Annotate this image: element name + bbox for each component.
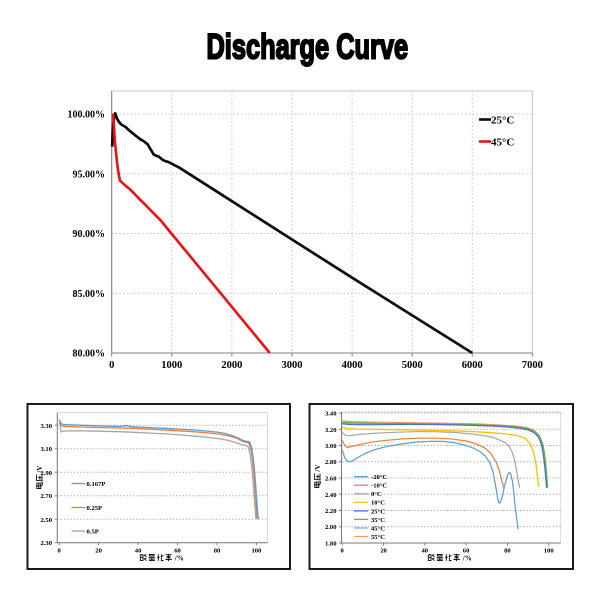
svg-text:40: 40 bbox=[135, 548, 142, 555]
svg-text:/%: /% bbox=[174, 554, 184, 562]
svg-text:2.30: 2.30 bbox=[40, 540, 52, 547]
svg-text:3000: 3000 bbox=[282, 360, 303, 371]
svg-text:3.30: 3.30 bbox=[40, 423, 52, 430]
svg-text:/%: /% bbox=[462, 554, 472, 562]
svg-text:3.00: 3.00 bbox=[325, 443, 337, 450]
svg-text:5000: 5000 bbox=[402, 360, 423, 371]
svg-text:Discharge Curve: Discharge Curve bbox=[206, 26, 408, 66]
svg-text:95.00%: 95.00% bbox=[73, 169, 106, 180]
svg-text:2.70: 2.70 bbox=[40, 493, 52, 500]
svg-text:2.90: 2.90 bbox=[40, 470, 52, 477]
svg-text:25°C: 25°C bbox=[371, 508, 385, 515]
svg-text:20: 20 bbox=[95, 548, 102, 555]
svg-text:0.167P: 0.167P bbox=[87, 481, 106, 488]
svg-text:0.25P: 0.25P bbox=[87, 505, 103, 512]
svg-text:35°C: 35°C bbox=[371, 517, 385, 524]
svg-text:0: 0 bbox=[109, 360, 114, 371]
svg-text:2000: 2000 bbox=[221, 360, 242, 371]
svg-text:2.60: 2.60 bbox=[325, 476, 337, 483]
svg-text:100: 100 bbox=[251, 548, 262, 555]
svg-text:40: 40 bbox=[422, 548, 429, 555]
svg-text:0: 0 bbox=[58, 548, 62, 555]
svg-text:2.20: 2.20 bbox=[325, 508, 337, 515]
svg-text:/V: /V bbox=[36, 466, 44, 474]
svg-text:20: 20 bbox=[380, 548, 387, 555]
svg-text:0.5P: 0.5P bbox=[87, 529, 99, 536]
svg-text:4000: 4000 bbox=[342, 360, 363, 371]
svg-text:3.20: 3.20 bbox=[325, 427, 337, 434]
svg-text:1000: 1000 bbox=[161, 360, 182, 371]
svg-text:7000: 7000 bbox=[522, 360, 543, 371]
svg-text:/V: /V bbox=[314, 465, 322, 473]
svg-text:0: 0 bbox=[341, 548, 345, 555]
svg-text:10°C: 10°C bbox=[371, 500, 385, 507]
svg-text:0°C: 0°C bbox=[371, 491, 382, 498]
svg-text:80.00%: 80.00% bbox=[73, 349, 106, 360]
svg-text:60: 60 bbox=[174, 548, 181, 555]
svg-text:6000: 6000 bbox=[462, 360, 483, 371]
svg-text:80: 80 bbox=[214, 548, 221, 555]
svg-text:-20°C: -20°C bbox=[371, 474, 387, 481]
svg-text:60: 60 bbox=[463, 548, 470, 555]
svg-text:45°C: 45°C bbox=[371, 525, 385, 532]
svg-text:85.00%: 85.00% bbox=[73, 289, 106, 300]
svg-text:1.80: 1.80 bbox=[325, 541, 337, 548]
svg-text:100.00%: 100.00% bbox=[68, 110, 106, 121]
svg-text:25°C: 25°C bbox=[491, 115, 514, 127]
svg-text:2.00: 2.00 bbox=[325, 524, 337, 531]
svg-text:3.40: 3.40 bbox=[325, 411, 337, 418]
svg-text:100: 100 bbox=[544, 548, 555, 555]
svg-text:2.40: 2.40 bbox=[325, 492, 337, 499]
svg-text:2.80: 2.80 bbox=[325, 459, 337, 466]
svg-text:80: 80 bbox=[504, 548, 511, 555]
svg-text:3.10: 3.10 bbox=[40, 446, 52, 453]
svg-text:45°C: 45°C bbox=[491, 137, 514, 149]
svg-text:55°C: 55°C bbox=[371, 534, 385, 541]
svg-text:2.50: 2.50 bbox=[40, 517, 52, 524]
svg-text:-10°C: -10°C bbox=[371, 483, 387, 490]
svg-text:90.00%: 90.00% bbox=[73, 229, 106, 240]
